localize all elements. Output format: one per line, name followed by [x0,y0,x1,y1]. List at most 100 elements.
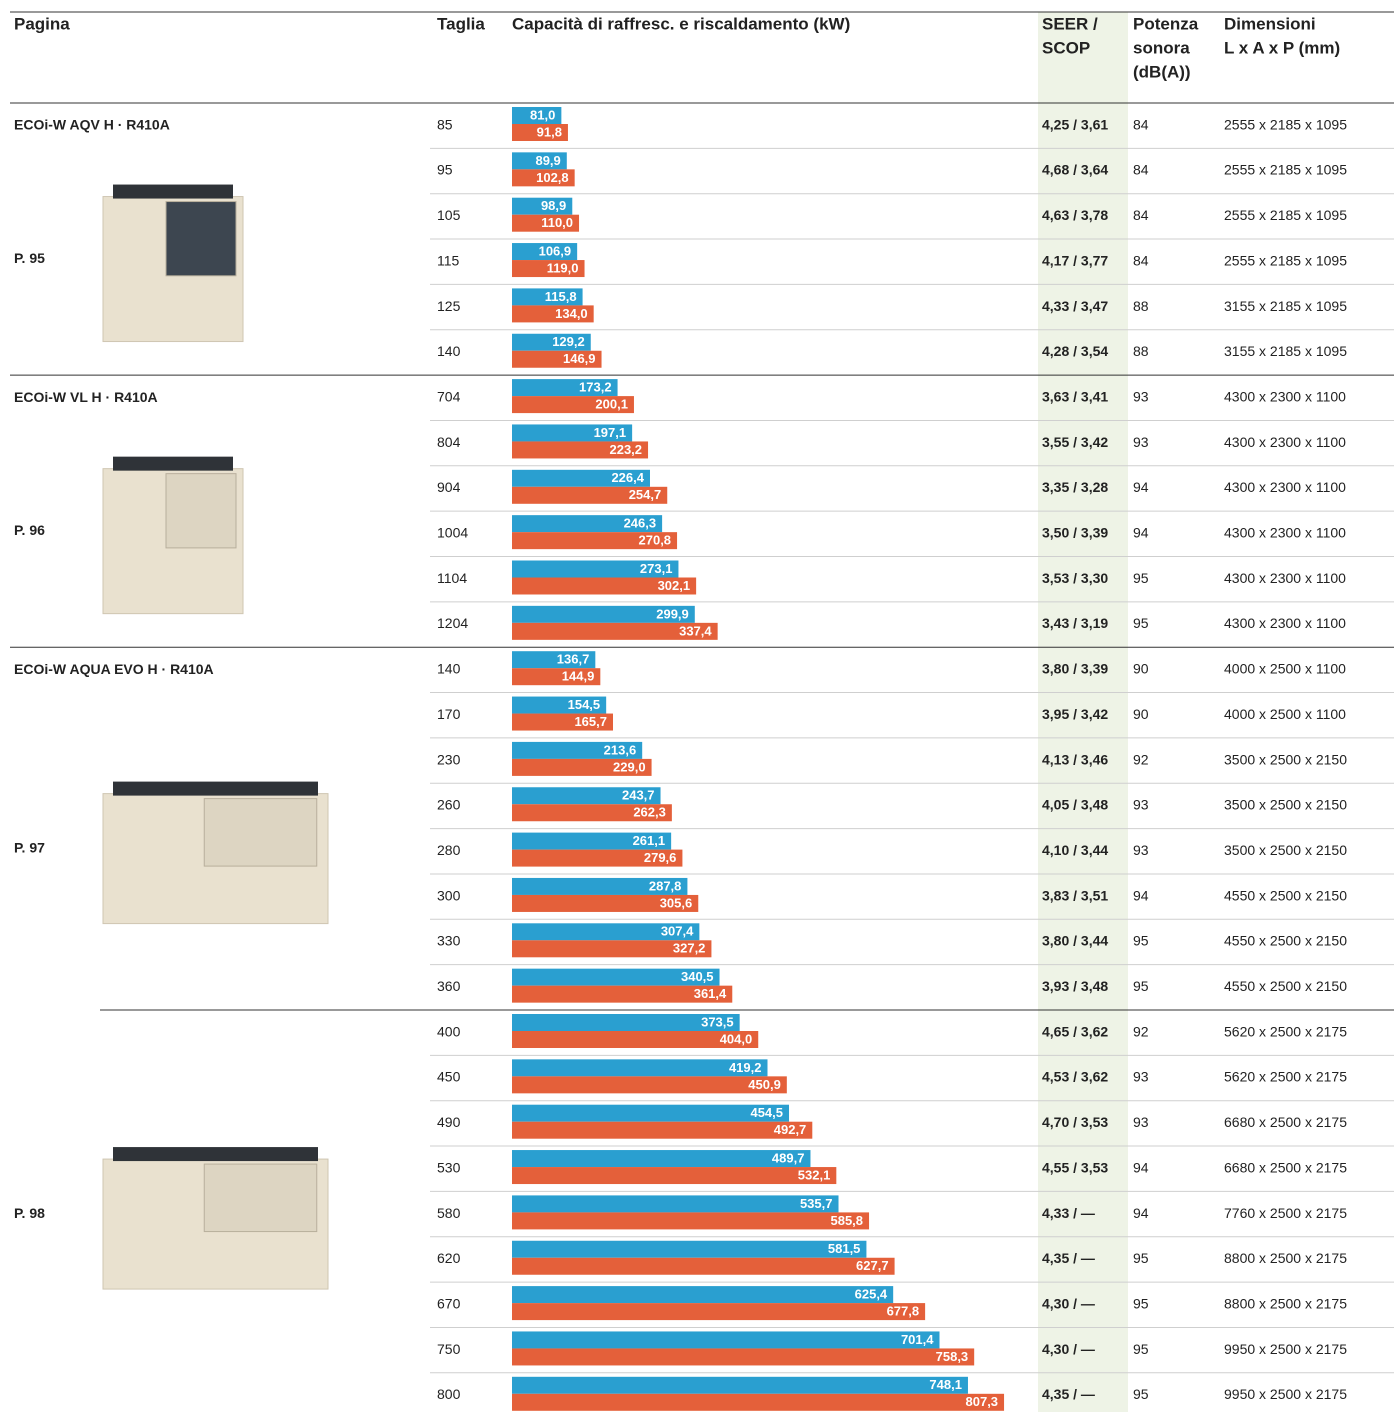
header-noise: Potenza [1133,14,1199,33]
size: 704 [437,388,461,404]
cooling-label: 419,2 [729,1060,762,1075]
cooling-bar [512,832,672,850]
header-efficiency: SEER / [1042,14,1098,33]
seer-scop: 3,80 / 3,39 [1042,661,1108,677]
cooling-label: 273,1 [640,561,673,576]
noise: 84 [1133,162,1149,178]
noise: 84 [1133,116,1149,132]
heating-bar [512,1076,787,1094]
cooling-label: 581,5 [828,1241,861,1256]
seer-scop: 4,17 / 3,77 [1042,252,1108,268]
seer-scop: 3,80 / 3,44 [1042,933,1108,949]
cooling-bar [512,1014,740,1031]
heating-bar [512,486,668,504]
dimensions: 6680 x 2500 x 2175 [1224,1114,1347,1130]
heating-label: 450,9 [748,1077,781,1092]
heating-bar [512,894,699,912]
heating-bar [512,305,594,323]
product-image-coil [203,1163,318,1233]
size: 450 [437,1069,461,1085]
heating-bar [512,1303,926,1321]
header-size: Taglia [437,14,485,33]
heating-label: 200,1 [595,397,628,412]
noise: 94 [1133,525,1149,541]
cooling-label: 340,5 [681,969,714,984]
heating-label: 262,3 [633,805,666,820]
page-ref: P. 96 [14,522,45,538]
cooling-bar [512,107,562,124]
cooling-bar [512,152,567,170]
cooling-label: 115,8 [545,289,577,304]
seer-column-bg [1038,12,1128,1412]
heating-label: 677,8 [887,1304,920,1319]
dimensions: 2555 x 2185 x 1095 [1224,116,1347,132]
cooling-label: 373,5 [701,1014,734,1029]
cooling-label: 197,1 [594,425,627,440]
seer-scop: 4,30 / — [1042,1295,1095,1311]
size: 800 [437,1386,461,1402]
dimensions: 4550 x 2500 x 2150 [1224,887,1347,903]
seer-scop: 3,83 / 3,51 [1042,887,1108,903]
cooling-bar [512,1331,940,1349]
seer-scop: 3,95 / 3,42 [1042,706,1108,722]
seer-scop: 4,35 / — [1042,1386,1095,1402]
cooling-bar [512,1150,811,1168]
size: 580 [437,1205,461,1221]
cooling-bar [512,1104,790,1122]
size: 530 [437,1159,461,1175]
cooling-bar [512,1195,839,1213]
noise: 93 [1133,434,1149,450]
heating-bar [512,350,602,368]
cooling-bar [512,469,650,487]
noise: 95 [1133,1386,1149,1402]
noise: 95 [1133,570,1149,586]
cooling-label: 81,0 [530,107,555,122]
heating-label: 532,1 [798,1167,831,1182]
heating-bar [512,668,601,686]
heating-label: 270,8 [639,533,672,548]
product-image-coil [165,201,237,277]
heating-label: 627,7 [856,1258,889,1273]
dimensions: 4000 x 2500 x 1100 [1224,661,1346,677]
size: 280 [437,842,461,858]
noise: 90 [1133,706,1149,722]
heating-bar [512,713,613,731]
size: 300 [437,887,461,903]
dimensions: 9950 x 2500 x 2175 [1224,1341,1347,1357]
cooling-label: 299,9 [656,606,689,621]
seer-scop: 4,25 / 3,61 [1042,116,1108,132]
seer-scop: 4,33 / 3,47 [1042,298,1108,314]
size: 1104 [437,570,467,586]
heating-label: 165,7 [574,714,607,729]
heating-label: 361,4 [694,986,727,1001]
cooling-label: 89,9 [535,153,560,168]
seer-scop: 4,10 / 3,44 [1042,842,1108,858]
size: 260 [437,797,461,813]
seer-scop: 4,05 / 3,48 [1042,797,1108,813]
noise: 95 [1133,978,1149,994]
size: 115 [437,252,460,268]
heating-bar [512,804,672,822]
size: 1004 [437,525,468,541]
heating-label: 492,7 [774,1122,807,1137]
cooling-label: 307,4 [661,924,694,939]
cooling-label: 701,4 [901,1332,934,1347]
dimensions: 4300 x 2300 x 1100 [1224,615,1346,631]
header-dimensions: Dimensioni [1224,14,1316,33]
heating-bar [512,1031,759,1048]
dimensions: 4300 x 2300 x 1100 [1224,570,1346,586]
noise: 92 [1133,1023,1149,1039]
cooling-bar [512,968,720,986]
heating-bar [512,940,712,958]
heating-bar [512,124,568,141]
heating-label: 327,2 [673,941,706,956]
cooling-label: 246,3 [624,516,657,531]
heating-label: 119,0 [547,260,579,275]
size: 670 [437,1295,461,1311]
noise: 93 [1133,388,1149,404]
seer-scop: 3,50 / 3,39 [1042,525,1108,541]
heating-label: 144,9 [562,669,595,684]
cooling-bar [512,605,695,623]
page-ref: P. 95 [14,250,45,266]
size: 140 [437,343,461,359]
